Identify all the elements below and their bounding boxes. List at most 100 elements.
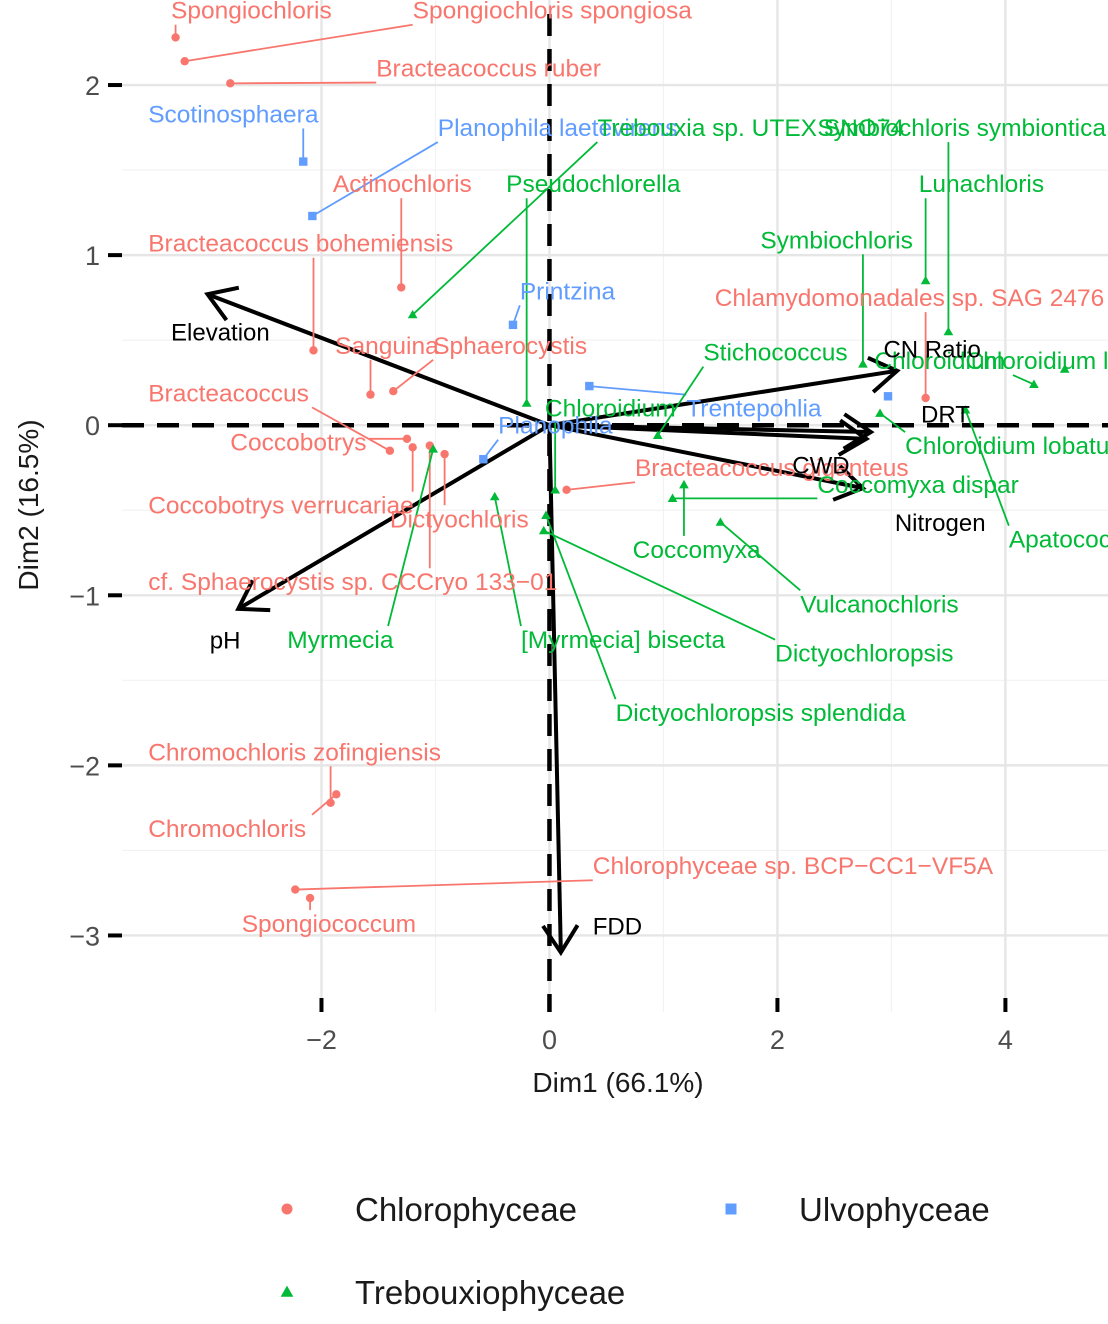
point-label-chloroidium-laureanum: Chloroidium laureanum — [966, 348, 1108, 375]
x-axis-title: Dim1 (66.1%) — [532, 1067, 703, 1098]
connector-chloroidium — [1012, 374, 1035, 386]
point-label-sanguina: Sanguina — [335, 333, 439, 360]
grid-lines — [122, 0, 1108, 1012]
point-label-coccobotrys-verrucariae: Coccobotrys verrucariae — [148, 493, 414, 520]
point-ulvophyceae-scotinosphaera — [299, 157, 308, 166]
point-trebouxiophyceae-apatococcus — [960, 405, 971, 414]
point-chlorophyceae-bracteacoccus — [385, 446, 395, 455]
y-tick-label: −3 — [69, 921, 100, 951]
point-trebouxiophyceae-lunachloris — [920, 275, 931, 285]
point-trebouxiophyceae-dictyochloropsis — [538, 525, 549, 535]
point-trebouxiophyceae-coccomyxa — [679, 479, 689, 489]
point-label-bracteacoccus-giganteus: Bracteacoccus giganteus — [635, 455, 909, 482]
point-label-bracteacoccus: Bracteacoccus — [148, 380, 309, 407]
point-label-planophila: Planophila — [498, 413, 613, 440]
legend: Chlorophyceae Ulvophyceae Trebouxiophyceae — [280, 1191, 990, 1311]
arrow-head-cwd — [837, 418, 871, 457]
connector-vulcanochloris — [719, 521, 801, 591]
arrow-head-nitrogen — [832, 464, 867, 502]
arrow-head-cn-ratio — [867, 356, 901, 394]
arrow-shaft-elevation — [206, 292, 551, 428]
point-chlorophyceae-sanguina — [366, 390, 375, 399]
connector-chromochloris — [311, 793, 337, 816]
point-chlorophyceae-chlamydomonadales-sp-sag-2476 — [921, 393, 930, 403]
point-label-trentepohlia: Trentepohlia — [686, 396, 822, 423]
point-chlorophyceae-chlorophyceae-sp-bcp-cc1-vf5a — [291, 885, 300, 894]
point-chlorophyceae-sphaerocystis — [389, 386, 398, 396]
legend-key-chlorophyceae — [281, 1203, 293, 1215]
point-trebouxiophyceae-chloroidium — [550, 485, 560, 494]
point-label-myrmecia: Myrmecia — [287, 627, 394, 654]
point-ulvophyceae-planophila-laetevirens — [308, 211, 317, 221]
point-chlorophyceae-spongiochloris-spongiosa — [180, 57, 189, 66]
point-label-spongiochloris-spongiosa: Spongiochloris spongiosa — [413, 0, 693, 25]
arrow-label-elevation: Elevation — [171, 320, 270, 347]
point-chlorophyceae-bracteacoccus-giganteus — [562, 485, 571, 495]
point-label-vulcanochloris: Vulcanochloris — [800, 591, 958, 618]
arrow-label-fdd: FDD — [593, 913, 642, 940]
arrow-label-cn-ratio: CN Ratio — [883, 337, 980, 364]
connector-dictyochloropsis-splendida — [545, 515, 617, 700]
point-chlorophyceae-chromochloris — [332, 790, 341, 799]
point-label-lunachloris: Lunachloris — [919, 171, 1044, 198]
point-label-sphaerocystis: Sphaerocystis — [433, 333, 587, 360]
y-tick-label: 1 — [85, 241, 100, 271]
arrow-label-nitrogen: Nitrogen — [895, 510, 986, 537]
connector-spongiochloris-spongiosa — [184, 23, 413, 63]
point-label-dictyochloropsis: Dictyochloropsis — [775, 641, 953, 668]
point-ulvophyceae-printzina — [508, 320, 518, 330]
point-label-coccomyxa-dispar: Coccomyxa dispar — [817, 472, 1019, 499]
point-chlorophyceae-bracteacoccus-ruber — [226, 79, 235, 88]
data-points — [171, 33, 1070, 903]
arrow-head-elevation — [204, 285, 240, 322]
point-label-printzina: Printzina — [520, 278, 616, 305]
connector-bracteacoccus — [311, 406, 391, 452]
x-tick-label: 0 — [542, 1025, 557, 1055]
point-label-chromochloris-zofingiensis: Chromochloris zofingiensis — [148, 739, 441, 766]
point-label-chloroidium: Chloroidium — [545, 396, 676, 423]
point-label-trebouxia-sp-utex-sno74: Trebouxia sp. UTEX SNO74 — [597, 115, 904, 142]
point-chlorophyceae-actinochloris — [397, 283, 406, 292]
y-tick-label: 0 — [85, 411, 100, 441]
point-label-chlorophyceae-sp-bcp-cc1-vf5a: Chlorophyceae sp. BCP−CC1−VF5A — [593, 853, 994, 880]
y-tick-label: −2 — [69, 751, 100, 781]
point-trebouxiophyceae-dictyochloropsis-splendida — [541, 510, 551, 519]
arrow-shaft-cn-ratio — [549, 368, 898, 428]
point-trebouxiophyceae-chloroidium-laureanum — [1059, 364, 1070, 373]
connector-trentepohlia — [589, 385, 687, 396]
point-label-stichococcus: Stichococcus — [703, 340, 847, 367]
point-trebouxiophyceae-coccomyxa-dispar — [667, 493, 678, 502]
axis-ticks: −2 0 2 4 −3 −2 −1 0 1 2 — [69, 71, 1013, 1055]
connector-trebouxia-sp-utex-sno74 — [412, 141, 598, 316]
point-labels: Spongiochloris Spongiochloris spongiosa Br… — [148, 0, 1108, 938]
point-trebouxiophyceae-stichococcus — [652, 430, 663, 440]
arrow-shaft-nitrogen — [549, 423, 864, 491]
point-ulvophyceae-planophila — [479, 455, 488, 464]
legend-key-ulvophyceae — [725, 1203, 737, 1215]
arrow-shaft-fdd — [547, 425, 563, 953]
arrow-shaft-cwd — [549, 423, 867, 441]
point-label-bracteacoccus-bohemiensis: Bracteacoccus bohemiensis — [148, 231, 453, 258]
point-chlorophyceae-spongiochloris — [171, 33, 180, 42]
connector-myrmecia — [387, 448, 435, 627]
x-tick-label: −2 — [306, 1025, 337, 1055]
y-axis-title: Dim2 (16.5%) — [13, 419, 44, 590]
point-label-symbiochloris: Symbiochloris — [760, 227, 913, 254]
connector-sphaerocystis — [392, 359, 434, 392]
variable-arrows — [204, 285, 901, 957]
connector-planophila-laetevirens — [311, 141, 439, 217]
y-tick-label: 2 — [85, 71, 100, 101]
arrow-shaft-ph — [237, 423, 551, 611]
arrow-head-fdd — [541, 924, 580, 957]
connector-bracteacoccus-ruber — [230, 81, 377, 85]
point-chlorophyceae-spongiococcum — [305, 893, 315, 903]
point-trebouxiophyceae-vulcanochloris — [715, 517, 726, 526]
point-label-coccobotrys: Coccobotrys — [230, 430, 366, 457]
point-label-dictyochloris: Dictyochloris — [390, 506, 529, 533]
arrow-label-cwd: CWD — [792, 452, 849, 479]
point-label-scotinosphaera: Scotinosphaera — [148, 101, 319, 128]
point-label-spongiococcum: Spongiococcum — [242, 911, 416, 938]
point-chlorophyceae-bracteacoccus-bohemiensis — [309, 346, 318, 355]
y-tick-label: −1 — [69, 581, 100, 611]
